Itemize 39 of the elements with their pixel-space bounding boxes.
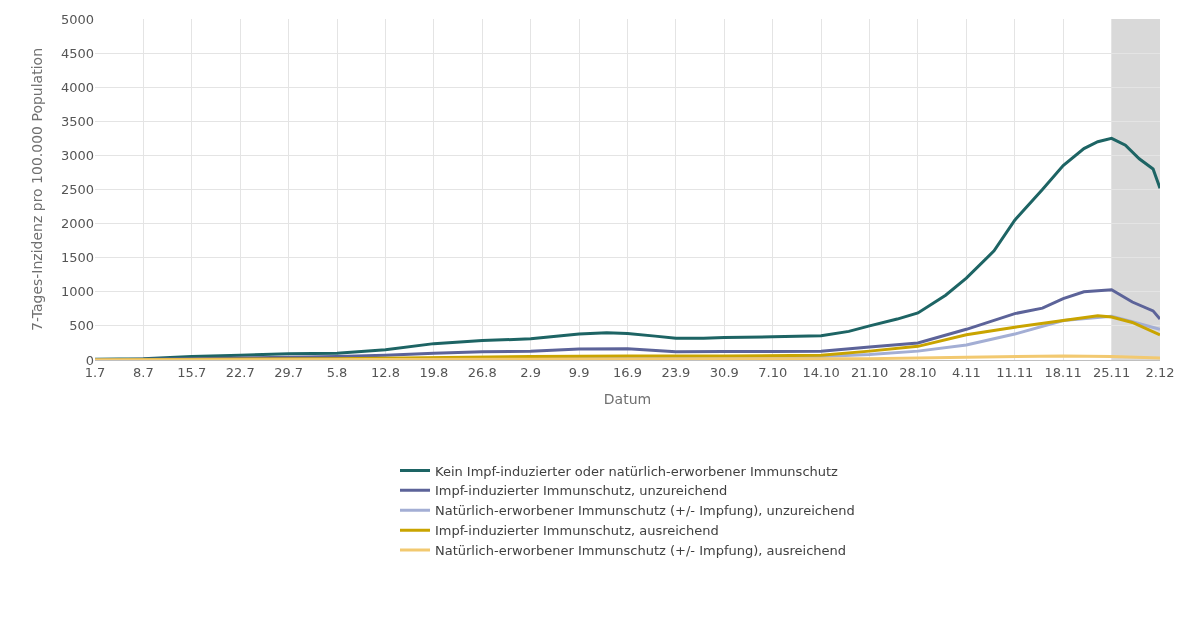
- x-tick-label: 15.7: [177, 364, 207, 380]
- x-tick-label: 23.9: [661, 364, 691, 380]
- y-tick-label: 3000: [60, 147, 94, 163]
- legend-label: Kein Impf-induzierter oder natürlich-erworbener Immunschutz: [435, 463, 839, 479]
- x-tick-label: 28.10: [899, 364, 937, 380]
- legend-label: Natürlich-erworbener Immunschutz (+/- Impfung), ausreichend: [435, 543, 847, 559]
- x-tick-label: 30.9: [709, 364, 739, 380]
- y-tick-label: 4500: [60, 45, 94, 61]
- x-tick-label: 9.9: [568, 364, 590, 380]
- y-axis-title: 7-Tages-Inzidenz pro 100.000 Population: [28, 48, 45, 331]
- legend-label: Impf-induzierter Immunschutz, ausreichend: [435, 523, 719, 539]
- x-tick-label: 16.9: [613, 364, 642, 380]
- x-tick-label: 14.10: [802, 364, 840, 380]
- x-tick-label: 12.8: [370, 364, 400, 380]
- legend-label: Natürlich-erworbener Immunschutz (+/- Impfung), unzureichend: [435, 503, 855, 519]
- x-tick-label: 7.10: [758, 364, 788, 380]
- legend-label: Impf-induzierter Immunschutz, unzureichend: [435, 483, 728, 499]
- y-tick-label: 2000: [60, 216, 94, 232]
- x-tick-label: 11.11: [996, 364, 1034, 380]
- x-tick-label: 19.8: [419, 364, 449, 380]
- x-axis-title: Datum: [603, 390, 652, 407]
- x-tick-label: 2.12: [1145, 364, 1175, 380]
- y-tick-label: 1500: [60, 250, 94, 266]
- y-tick-label: 4000: [60, 79, 94, 95]
- x-tick-label: 26.8: [467, 364, 497, 380]
- x-tick-label: 2.9: [520, 364, 542, 380]
- x-tick-label: 25.11: [1092, 364, 1131, 380]
- y-tick-label: 1000: [60, 284, 94, 300]
- x-tick-label: 22.7: [225, 364, 255, 380]
- x-tick-label: 8.7: [133, 364, 154, 380]
- y-tick-label: 5000: [60, 11, 94, 27]
- x-tick-label: 4.11: [951, 364, 981, 380]
- x-tick-label: 5.8: [326, 364, 348, 380]
- x-tick-label: 29.7: [274, 364, 304, 380]
- y-tick-label: 500: [69, 318, 94, 334]
- y-tick-label: 3500: [60, 113, 94, 129]
- x-tick-label: 21.10: [850, 364, 889, 380]
- y-tick-label: 2500: [60, 182, 94, 198]
- x-tick-label: 18.11: [1044, 364, 1082, 380]
